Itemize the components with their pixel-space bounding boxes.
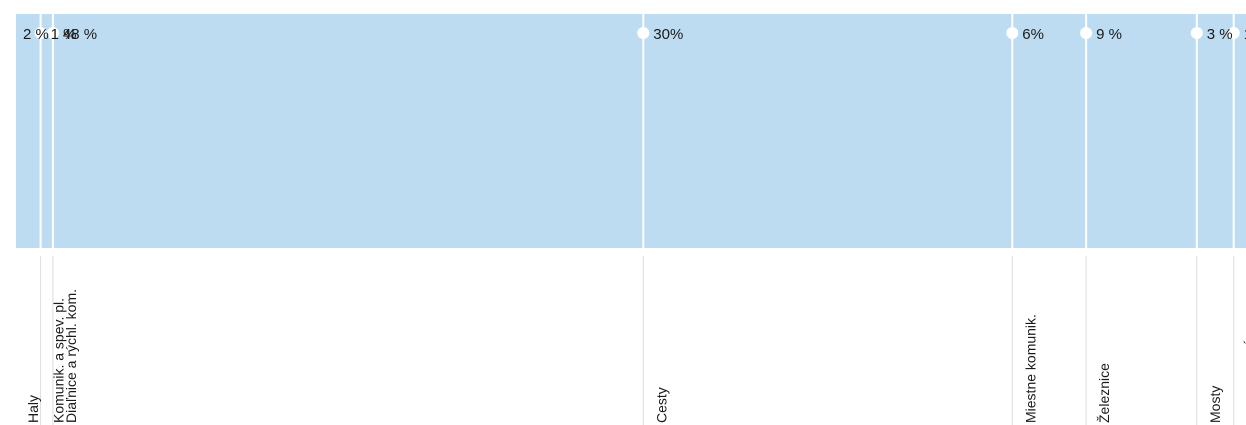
category-label-0: Haly — [25, 395, 41, 423]
category-label-2: Diaľnice a rýchl. kom. — [63, 289, 79, 423]
boundary-dot-7 — [1227, 27, 1240, 39]
value-label-0: 2 % — [23, 26, 49, 43]
value-label-4: 6% — [1022, 26, 1044, 43]
value-label-7: 1 % — [1244, 26, 1246, 43]
bar-segment-1 — [40, 14, 53, 248]
bar-segment-2 — [52, 14, 644, 248]
bar-segment-3 — [643, 14, 1013, 248]
boundary-dot-5 — [1080, 27, 1093, 39]
category-label-1: Komunik. a spev. pl. — [51, 298, 67, 423]
bar-segment-6 — [1196, 14, 1234, 248]
value-label-2: 48 % — [63, 26, 97, 43]
bar-segment-0 — [16, 14, 41, 248]
value-label-6: 3 % — [1207, 26, 1233, 43]
bar-segment-7 — [1233, 14, 1246, 248]
value-label-5: 9 % — [1096, 26, 1122, 43]
boundary-dot-4 — [1006, 27, 1019, 39]
value-label-1: 1 % — [51, 26, 77, 43]
category-label-6: Mosty — [1207, 386, 1223, 423]
category-label-5: Železnice — [1096, 363, 1112, 423]
boundary-dot-6 — [1190, 27, 1203, 39]
bar-segment-4 — [1012, 14, 1087, 248]
value-label-3: 30% — [653, 26, 683, 43]
category-label-7: Podzemné hĺbené — [1243, 310, 1246, 423]
boundary-dot-2 — [46, 27, 59, 39]
boundary-dot-1 — [34, 27, 47, 39]
boundary-dot-3 — [637, 27, 650, 39]
category-label-4: Miestne komunik. — [1022, 314, 1038, 423]
category-label-3: Cesty — [653, 387, 669, 423]
bar-segment-5 — [1086, 14, 1197, 248]
